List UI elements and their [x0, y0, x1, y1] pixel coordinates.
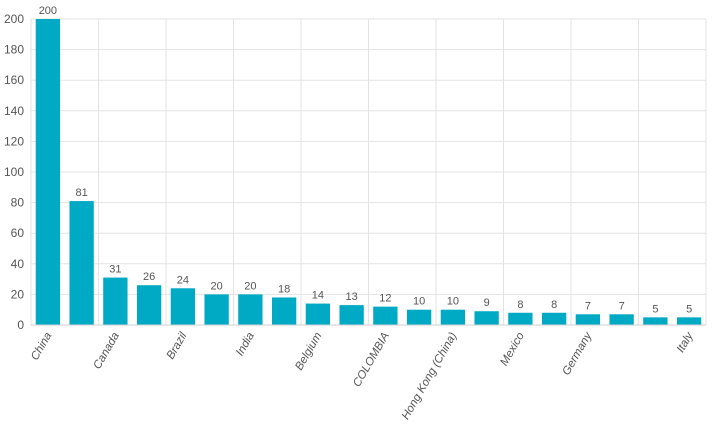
bar[interactable]	[305, 303, 331, 325]
x-tick-label: Italy	[675, 329, 697, 354]
y-tick-label: 140	[4, 104, 24, 118]
data-label: 13	[346, 291, 358, 303]
bar[interactable]	[69, 201, 94, 325]
x-tick-label: Hong Kong (China)	[400, 330, 460, 421]
bars	[35, 19, 702, 325]
y-tick-label: 40	[11, 257, 25, 271]
y-tick-label: 160	[4, 73, 24, 87]
bar[interactable]	[440, 309, 466, 325]
grid	[30, 18, 707, 326]
x-tick-label: Mexico	[498, 330, 527, 368]
x-tick-label: Brazil	[165, 330, 190, 361]
data-labels: 200 81 31 26 24 20 20 18 14 13 12 10 10 9 8 8 7 7 5 5	[39, 5, 692, 315]
data-label: 8	[517, 299, 523, 311]
bar[interactable]	[609, 314, 634, 325]
data-label: 7	[619, 300, 625, 312]
x-tick-label: COLOMBIA	[351, 330, 392, 389]
bar[interactable]	[373, 306, 398, 325]
data-label: 14	[312, 290, 324, 302]
y-tick-label: 80	[11, 196, 25, 210]
bar[interactable]	[676, 317, 702, 325]
data-label: 81	[76, 187, 88, 199]
bar[interactable]	[238, 294, 263, 325]
y-tick-label: 0	[17, 318, 24, 332]
bar[interactable]	[339, 305, 364, 325]
x-tick-label: Belgium	[293, 330, 324, 372]
bar[interactable]	[508, 312, 533, 325]
bar[interactable]	[271, 297, 297, 325]
x-axis: China Canada Brazil India Belgium COLOMBIA Hon…	[29, 324, 706, 422]
x-tick-label: China	[29, 331, 54, 363]
data-label: 31	[109, 264, 121, 276]
data-label: 10	[447, 296, 459, 308]
x-tick-label: India	[234, 331, 257, 359]
data-label: 5	[652, 303, 658, 315]
data-label: 5	[686, 303, 692, 315]
bar[interactable]	[406, 309, 432, 325]
y-tick-label: 20	[11, 287, 25, 301]
y-axis: 0 20 40 60 80 100 120 140 160 180 200	[4, 12, 24, 332]
bar[interactable]	[170, 288, 196, 325]
data-label: 10	[413, 296, 425, 308]
bar[interactable]	[643, 317, 668, 325]
bar[interactable]	[204, 294, 229, 325]
y-tick-label: 100	[4, 165, 24, 179]
data-label: 9	[484, 297, 490, 309]
bar[interactable]	[541, 312, 567, 325]
data-label: 20	[211, 280, 223, 292]
data-label: 7	[585, 300, 591, 312]
data-label: 18	[278, 283, 290, 295]
y-tick-label: 200	[4, 12, 24, 26]
data-label: 24	[177, 274, 189, 286]
data-label: 200	[39, 5, 57, 17]
x-tick-label: Germany	[560, 329, 595, 377]
data-label: 26	[143, 271, 155, 283]
bar[interactable]	[474, 311, 499, 325]
bar[interactable]	[35, 19, 61, 325]
x-tick-label: Canada	[91, 331, 122, 372]
bar[interactable]	[103, 277, 128, 325]
data-label: 8	[551, 299, 557, 311]
bar[interactable]	[136, 285, 162, 325]
bar[interactable]	[575, 314, 601, 325]
data-label: 12	[379, 293, 391, 305]
data-label: 20	[244, 280, 256, 292]
y-tick-label: 120	[4, 134, 24, 148]
y-tick-label: 60	[11, 226, 25, 240]
y-tick-label: 180	[4, 43, 24, 57]
